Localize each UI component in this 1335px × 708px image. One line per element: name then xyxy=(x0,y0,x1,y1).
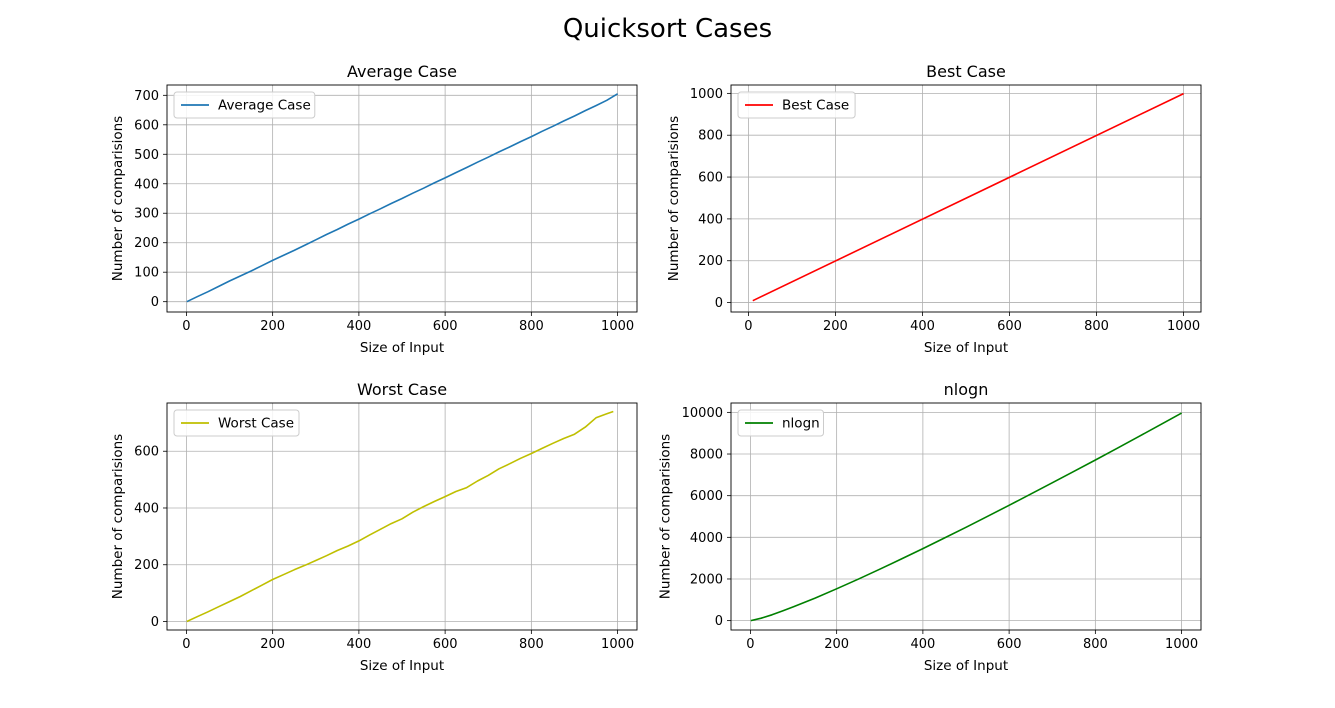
legend: Best Case xyxy=(737,91,856,119)
legend-box xyxy=(173,409,300,437)
series-line-0 xyxy=(186,410,614,623)
x-tick-label: 0 xyxy=(746,637,754,652)
y-tick-label: 800 xyxy=(698,129,723,144)
y-tick-label: 400 xyxy=(134,501,159,516)
x-tick-label: 600 xyxy=(433,637,458,652)
y-tick-label: 700 xyxy=(134,89,159,104)
y-tick-label: 10000 xyxy=(682,406,723,421)
y-tick-label: 4000 xyxy=(690,531,723,546)
x-tick-label: 800 xyxy=(519,637,544,652)
x-tick-label: 0 xyxy=(182,319,190,334)
legend: nlogn xyxy=(737,409,824,437)
y-tick-label: 200 xyxy=(134,558,159,573)
x-axis-label: Size of Input xyxy=(924,658,1008,674)
x-tick-label: 200 xyxy=(260,637,285,652)
y-tick-label: 6000 xyxy=(690,489,723,504)
x-tick-label: 1000 xyxy=(1165,637,1198,652)
legend-box xyxy=(737,409,824,437)
y-tick-label: 100 xyxy=(134,266,159,281)
x-tick-label: 0 xyxy=(744,319,752,334)
x-tick-label: 0 xyxy=(182,637,190,652)
x-tick-label: 400 xyxy=(346,637,371,652)
subplot-title: Best Case xyxy=(926,62,1006,81)
x-tick-label: 1000 xyxy=(601,637,634,652)
y-tick-label: 0 xyxy=(715,296,723,311)
y-axis-label: Number of comparisions xyxy=(666,116,682,281)
subplot-2: 0 200 400 600 800 1000 0 200 400 600 Worst Case Siz… xyxy=(110,380,638,674)
y-tick-label: 400 xyxy=(134,177,159,192)
x-tick-label: 200 xyxy=(823,319,848,334)
y-tick-label: 0 xyxy=(151,295,159,310)
x-tick-label: 1000 xyxy=(1167,319,1200,334)
legend-label: Best Case xyxy=(782,98,849,114)
y-tick-label: 2000 xyxy=(690,572,723,587)
y-tick-label: 600 xyxy=(698,171,723,186)
axes-frame xyxy=(730,84,1202,313)
x-tick-label: 600 xyxy=(433,319,458,334)
y-tick-label: 0 xyxy=(715,614,723,629)
y-axis-label: Number of comparisions xyxy=(110,434,126,599)
legend-label: Average Case xyxy=(218,98,311,114)
x-tick-label: 200 xyxy=(260,319,285,334)
subplots: 0 200 400 600 800 10000100200300400500600700A… xyxy=(110,62,1202,674)
y-tick-label: 1000 xyxy=(690,87,723,102)
series-line-0 xyxy=(752,92,1184,302)
subplot-1: 0 200 400 600 800 1000 0 200 400 600 800 1000 Best C… xyxy=(666,62,1202,356)
legend-box xyxy=(737,91,856,119)
x-tick-label: 400 xyxy=(910,319,935,334)
y-tick-label: 300 xyxy=(134,207,159,222)
figure-suptitle: Quicksort Cases xyxy=(563,14,772,44)
x-tick-label: 200 xyxy=(824,637,849,652)
x-axis-label: Size of Input xyxy=(924,340,1008,356)
y-axis-label: Number of comparisions xyxy=(658,434,674,599)
y-axis-label: Number of comparisions xyxy=(110,116,126,281)
series-line-0 xyxy=(750,412,1182,622)
x-tick-label: 800 xyxy=(1083,637,1108,652)
legend-label: nlogn xyxy=(782,416,820,432)
y-tick-label: 400 xyxy=(698,212,723,227)
x-tick-label: 400 xyxy=(346,319,371,334)
subplot-title: nlogn xyxy=(944,380,989,399)
subplot-title: Average Case xyxy=(347,62,457,81)
axes-frame xyxy=(166,402,638,631)
y-tick-label: 600 xyxy=(134,118,159,133)
y-tick-label: 200 xyxy=(134,236,159,251)
x-tick-label: 800 xyxy=(1084,319,1109,334)
series-line-0 xyxy=(186,93,619,303)
x-tick-label: 600 xyxy=(997,319,1022,334)
y-tick-label: 8000 xyxy=(690,448,723,463)
legend: Worst Case xyxy=(173,409,300,437)
x-tick-label: 400 xyxy=(910,637,935,652)
x-tick-label: 800 xyxy=(519,319,544,334)
y-tick-label: 500 xyxy=(134,148,159,163)
legend-label: Worst Case xyxy=(218,416,294,432)
x-axis-label: Size of Input xyxy=(360,658,444,674)
x-tick-label: 600 xyxy=(997,637,1022,652)
axes-frame xyxy=(166,84,638,313)
y-tick-label: 600 xyxy=(134,445,159,460)
axes-frame xyxy=(730,402,1202,631)
subplot-title: Worst Case xyxy=(357,380,447,399)
legend-box xyxy=(173,91,316,119)
subplot-3: 0 200 400 600 800 10000200040006000800010000n… xyxy=(658,380,1202,674)
legend: Average Case xyxy=(173,91,316,119)
x-axis-label: Size of Input xyxy=(360,340,444,356)
y-tick-label: 200 xyxy=(698,254,723,269)
subplot-0: 0 200 400 600 800 1000 0 100 200 300 400 500 600 700 A… xyxy=(110,62,638,356)
x-tick-label: 1000 xyxy=(601,319,634,334)
y-tick-label: 0 xyxy=(151,615,159,630)
